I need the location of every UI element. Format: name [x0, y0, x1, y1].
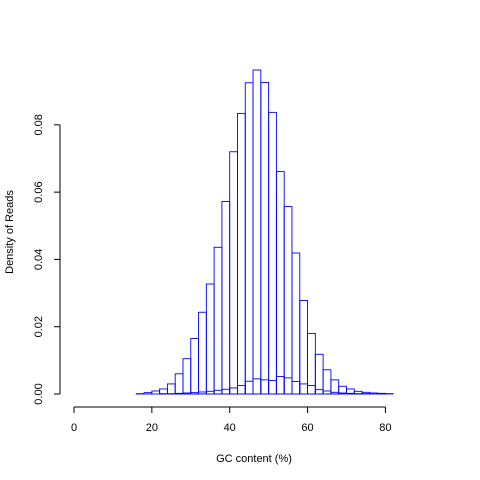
- main-bar: [182, 358, 192, 395]
- y-axis-label: Density of Reads: [4, 190, 16, 274]
- main-bar: [307, 332, 316, 395]
- main-bar: [166, 383, 176, 395]
- secondary-bar: [174, 392, 184, 395]
- y-axis: 0.00 0.02 0.04 0.06 0.08: [33, 114, 61, 405]
- y-tick-label: 0.08: [33, 114, 45, 135]
- secondary-bar: [244, 380, 254, 395]
- secondary-bar: [268, 380, 277, 395]
- secondary-bar: [283, 377, 293, 395]
- secondary-bar: [307, 385, 316, 395]
- main-bar: [244, 82, 254, 395]
- series-main-bars: [135, 69, 394, 395]
- main-bar: [198, 311, 207, 395]
- secondary-bar: [252, 378, 262, 395]
- main-bar: [322, 369, 332, 395]
- secondary-bar: [291, 381, 301, 395]
- main-bar: [291, 252, 301, 395]
- secondary-bar: [221, 388, 231, 395]
- main-bar: [190, 338, 200, 395]
- main-bar: [377, 392, 386, 395]
- main-bar: [205, 283, 215, 395]
- main-bar: [252, 69, 262, 395]
- secondary-bar: [330, 391, 340, 395]
- x-tick-label: 20: [146, 422, 158, 434]
- main-bar: [275, 171, 285, 395]
- y-tick-label: 0.04: [33, 249, 45, 270]
- main-bar: [314, 353, 324, 395]
- y-tick-label: 0.00: [33, 383, 45, 404]
- x-tick-label: 60: [301, 422, 313, 434]
- secondary-bar: [260, 379, 270, 395]
- main-bar: [268, 111, 277, 395]
- main-bar: [151, 390, 161, 395]
- y-tick-label: 0.06: [33, 181, 45, 202]
- main-bar: [299, 300, 308, 395]
- main-bar: [260, 81, 270, 395]
- secondary-bar: [346, 392, 355, 395]
- main-bar: [283, 206, 293, 395]
- x-axis: 0 20 40 60 80: [71, 406, 392, 434]
- secondary-bar: [338, 392, 347, 395]
- secondary-bar: [205, 390, 215, 395]
- secondary-bar: [322, 390, 332, 395]
- main-bar: [213, 246, 223, 395]
- secondary-bar: [213, 389, 223, 395]
- secondary-bar: [190, 392, 200, 395]
- y-tick-label: 0.02: [33, 316, 45, 337]
- secondary-bar: [299, 383, 308, 395]
- x-tick-label: 80: [379, 422, 391, 434]
- main-bar: [237, 112, 246, 395]
- secondary-bar: [182, 392, 192, 395]
- main-bar: [143, 392, 153, 395]
- main-bar: [174, 373, 184, 395]
- main-bar: [221, 201, 231, 395]
- secondary-bar: [275, 376, 285, 395]
- x-tick-label: 40: [224, 422, 236, 434]
- main-bar: [229, 151, 238, 395]
- series-secondary-bars: [159, 376, 371, 395]
- x-axis-label: GC content (%): [216, 453, 292, 465]
- secondary-bar: [229, 387, 238, 395]
- x-tick-label: 0: [71, 422, 77, 434]
- secondary-bar: [237, 385, 246, 395]
- main-bar: [369, 392, 379, 395]
- secondary-bar: [198, 391, 207, 395]
- secondary-bar: [314, 389, 324, 395]
